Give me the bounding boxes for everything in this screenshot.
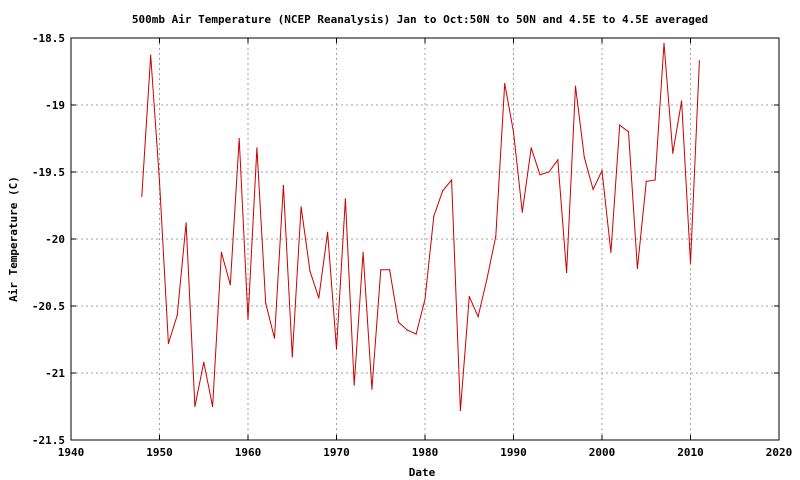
y-tick-label: -20 xyxy=(45,233,65,246)
y-tick-label: -19 xyxy=(45,99,65,112)
data-point xyxy=(415,333,417,335)
data-point xyxy=(539,174,541,176)
x-tick-label: 1960 xyxy=(235,446,262,459)
data-point xyxy=(327,231,329,233)
data-point xyxy=(433,215,435,217)
data-point xyxy=(256,147,258,149)
data-point xyxy=(610,251,612,253)
data-point xyxy=(212,405,214,408)
data-point xyxy=(424,298,426,300)
data-point xyxy=(486,278,488,280)
data-point xyxy=(548,171,550,173)
x-tick-label: 2000 xyxy=(589,446,616,459)
x-tick-label: 1950 xyxy=(146,446,173,459)
data-point xyxy=(291,356,293,358)
data-point xyxy=(689,262,692,264)
series-line xyxy=(141,43,700,411)
data-point xyxy=(353,384,355,386)
data-point xyxy=(185,222,187,224)
data-point xyxy=(672,152,674,154)
data-point xyxy=(521,211,523,213)
data-point xyxy=(566,271,568,274)
chart-title: 500mb Air Temperature (NCEP Reanalysis) … xyxy=(132,13,708,26)
data-point xyxy=(371,388,373,390)
data-point xyxy=(530,147,532,149)
data-point xyxy=(203,361,205,363)
data-point xyxy=(504,83,506,85)
data-point xyxy=(442,190,444,192)
data-point xyxy=(468,296,470,298)
data-point xyxy=(451,179,453,181)
grid xyxy=(71,38,779,440)
data-point xyxy=(663,42,665,45)
series-layer xyxy=(141,42,701,412)
data-point xyxy=(344,198,346,200)
data-point xyxy=(229,284,231,286)
data-point xyxy=(645,180,647,182)
data-point xyxy=(397,321,399,323)
data-point xyxy=(300,206,302,208)
y-tick-label: -21.5 xyxy=(32,434,65,447)
data-point xyxy=(512,131,515,133)
data-point xyxy=(557,159,559,161)
data-point xyxy=(459,409,461,412)
x-tick-label: 1990 xyxy=(500,446,527,459)
data-point xyxy=(627,131,630,133)
data-point xyxy=(619,124,621,126)
data-point xyxy=(176,314,178,316)
data-point xyxy=(247,318,249,320)
data-point xyxy=(601,170,603,172)
x-tick-label: 2020 xyxy=(766,446,793,459)
data-point xyxy=(309,270,311,272)
data-point xyxy=(636,267,639,270)
data-point xyxy=(158,180,161,182)
data-point xyxy=(654,179,656,181)
data-point xyxy=(141,195,143,197)
y-tick-label: -21 xyxy=(45,367,65,380)
data-point xyxy=(495,235,497,237)
data-point xyxy=(265,302,267,304)
x-axis-label: Date xyxy=(409,466,436,479)
data-point xyxy=(389,269,391,271)
data-point xyxy=(681,100,683,102)
axis-ticks: 1940 1950 1960 1970 1980 1990 2000 2010 2020 -18.… xyxy=(32,32,792,459)
data-point xyxy=(583,156,585,158)
data-point xyxy=(362,251,364,253)
y-axis-label: Air Temperature (C) xyxy=(7,176,20,302)
data-point xyxy=(574,85,577,87)
x-tick-label: 1970 xyxy=(323,446,350,459)
y-tick-label: -19.5 xyxy=(32,166,65,179)
data-point xyxy=(220,251,222,253)
data-point xyxy=(150,54,152,57)
data-point xyxy=(335,348,338,350)
data-point xyxy=(592,188,594,190)
x-tick-label: 1940 xyxy=(58,446,85,459)
y-tick-label: -18.5 xyxy=(32,32,65,45)
data-point xyxy=(194,405,196,408)
data-point xyxy=(318,297,320,299)
data-point xyxy=(282,184,284,186)
data-point xyxy=(238,137,240,140)
y-tick-label: -20.5 xyxy=(32,300,65,313)
data-point xyxy=(406,329,408,331)
x-tick-label: 1980 xyxy=(412,446,439,459)
x-tick-label: 2010 xyxy=(677,446,704,459)
data-point xyxy=(477,316,479,318)
data-point xyxy=(167,342,169,345)
data-point xyxy=(698,60,701,62)
data-point xyxy=(273,337,276,339)
data-point xyxy=(380,269,382,271)
